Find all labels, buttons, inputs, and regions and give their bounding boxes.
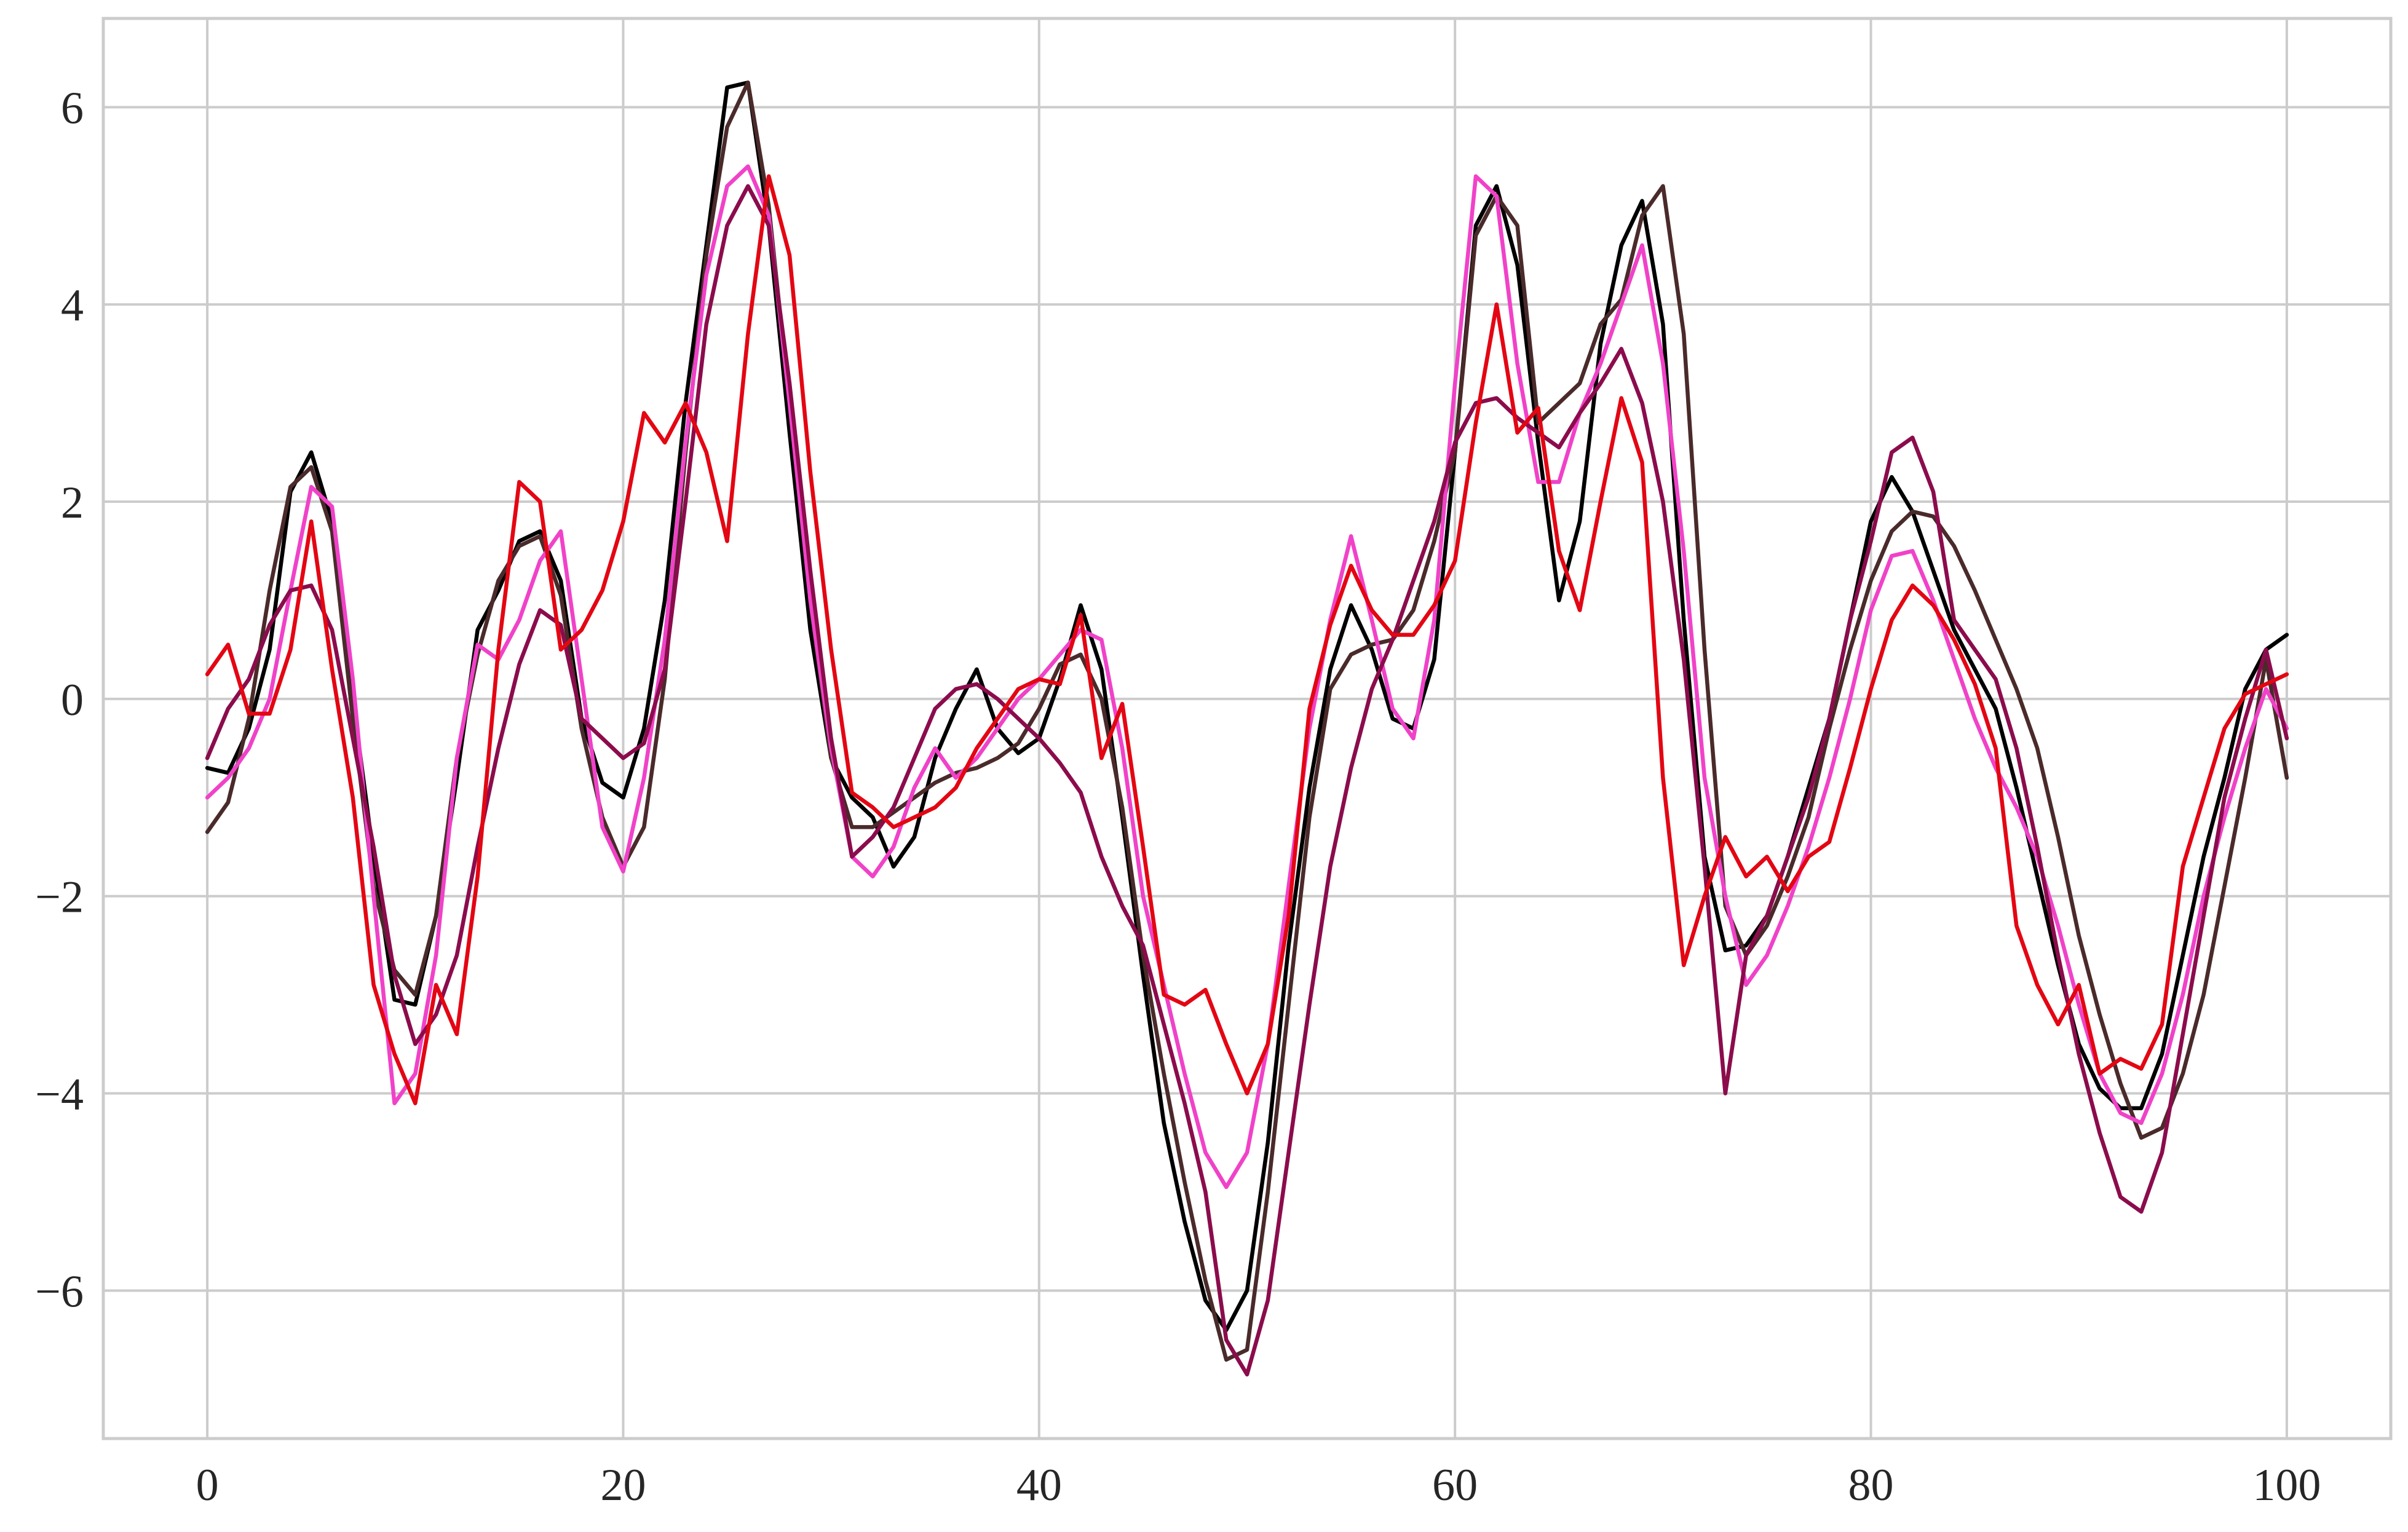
x-tick-label: 100 — [2252, 1460, 2321, 1510]
x-tick-label: 0 — [196, 1460, 219, 1510]
series-line-1 — [205, 81, 2289, 1332]
x-tick-label: 20 — [600, 1460, 646, 1510]
x-tick-label: 60 — [1432, 1460, 1478, 1510]
series-line-3 — [205, 164, 2289, 1190]
x-axis-tick-labels: 0 20 40 60 80 100 — [196, 1460, 2321, 1510]
x-tick-label: 80 — [1848, 1460, 1894, 1510]
series-line-4 — [205, 184, 2289, 1376]
y-axis-tick-labels: −6 −4 −2 0 2 4 6 — [35, 83, 84, 1317]
grid-lines — [103, 18, 2391, 1439]
plot-frame — [101, 17, 2393, 1440]
y-tick-label: 6 — [61, 83, 84, 133]
y-tick-label: −2 — [35, 872, 84, 923]
y-tick-label: −4 — [35, 1070, 84, 1120]
y-tick-label: 0 — [61, 675, 84, 725]
y-tick-label: −6 — [35, 1266, 84, 1317]
series-lines — [205, 81, 2289, 1376]
series-line-5 — [205, 174, 2289, 1105]
x-tick-label: 40 — [1016, 1460, 1062, 1510]
y-tick-label: 4 — [61, 280, 84, 331]
y-tick-label: 2 — [61, 478, 84, 528]
